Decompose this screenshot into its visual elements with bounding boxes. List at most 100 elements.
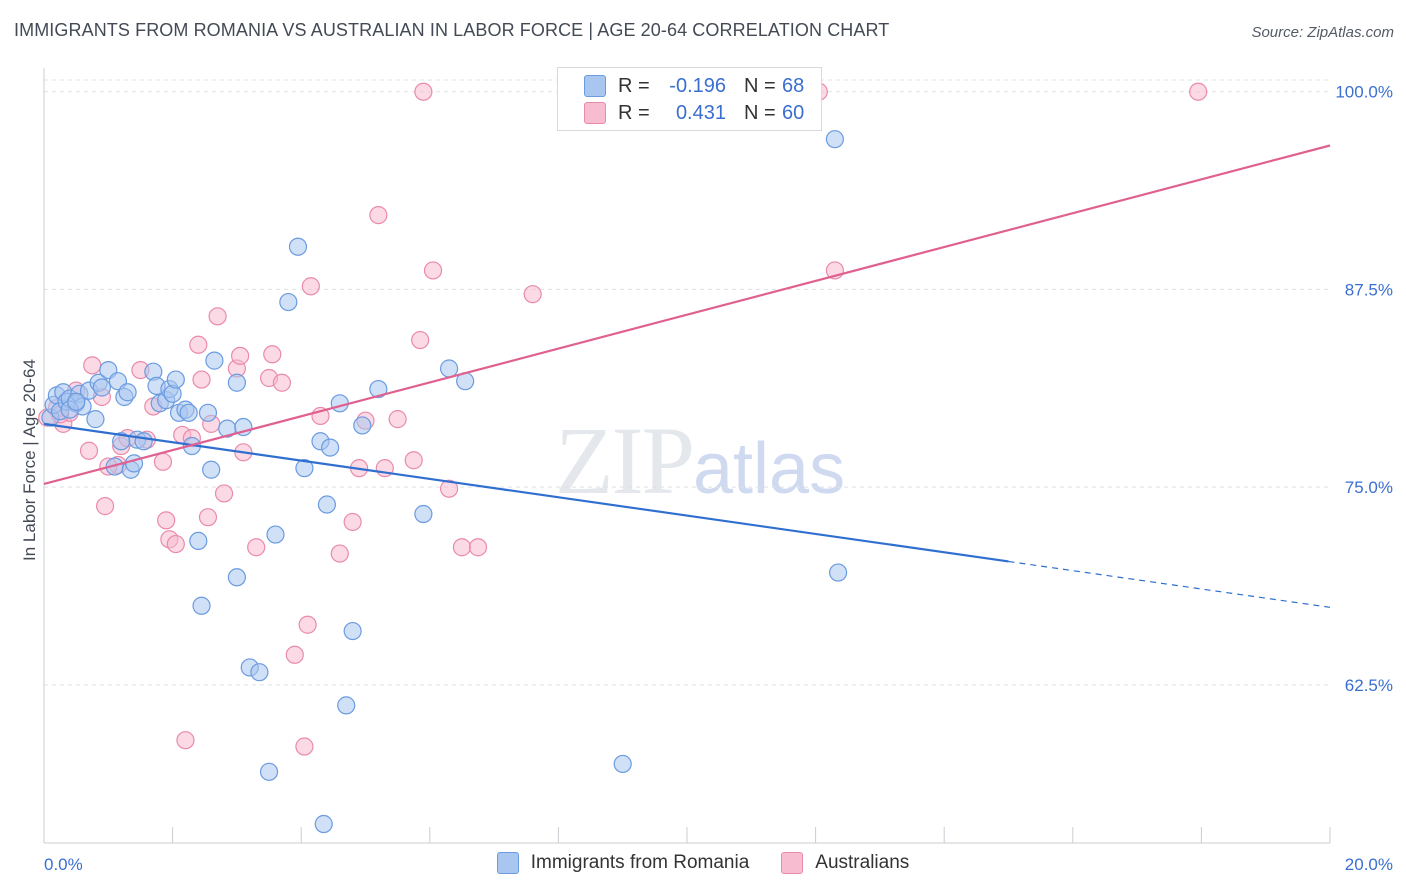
chart-title: IMMIGRANTS FROM ROMANIA VS AUSTRALIAN IN… [14,20,890,40]
romania-point [825,130,844,149]
romania-point [314,814,333,834]
australians-point [452,538,472,557]
australians-point [166,534,185,554]
stats-legend: R = -0.196 N = 68 R = 0.431 N = 60 [557,67,822,131]
romania-point [192,596,211,615]
romania-point [317,495,337,514]
australians-point [411,330,430,350]
romania-point [414,504,433,524]
romania-point [124,454,144,473]
romania-point [295,459,314,478]
watermark-atlas: atlas [693,429,846,509]
legend-label-romania: Immigrants from Romania [530,852,750,873]
romania-point [343,621,362,641]
romania-point [321,438,340,457]
y-tick-label: 100.0% [1335,83,1393,102]
australians-point [247,538,266,557]
australians-point [231,346,250,365]
n-label: N = [744,74,776,97]
australians-point [192,370,211,389]
romania-point [198,403,218,422]
romania-point [337,696,356,715]
australians-swatch [584,102,606,124]
romania-point [266,525,285,544]
romania-point [227,568,246,587]
romania-point [189,531,208,551]
australians-point [439,479,459,498]
romania-point [179,403,198,422]
y-axis-label: In Labor Force | Age 20-64 [20,359,39,561]
r-value: 0.431 [675,101,726,124]
y-tick-label: 87.5% [1345,280,1393,299]
australians-point [189,335,208,354]
x-tick-label-max: 20.0% [1345,855,1393,874]
australians-point [295,737,314,756]
romania-trend-extension [1008,560,1331,608]
australians-point [153,452,173,471]
stats-legend-row-australians: R = 0.431 N = 60 [584,99,804,127]
australians-point [95,497,115,516]
romania-point [829,563,848,582]
australians-point [1189,82,1208,101]
australians-point [330,544,349,563]
australians-point [208,307,227,326]
australians-point [198,508,218,527]
r-value: -0.196 [669,74,726,97]
y-tick-label: 62.5% [1345,676,1393,695]
romania-point [369,379,388,399]
australians-point [157,511,176,530]
australians-point [83,356,102,375]
legend-item-australians[interactable]: Australians [781,852,909,874]
australians-point [301,277,320,296]
romania-point [227,373,246,392]
x-tick-label-min: 0.0% [44,855,83,874]
n-value: 60 [782,101,805,124]
romania-swatch [584,75,606,97]
australians-point [298,615,317,634]
australians-point [79,441,99,460]
romania-point [353,416,372,435]
romania-trend-line [43,422,1009,563]
romania-point [92,378,111,397]
n-value: 68 [782,74,805,97]
australians-point [176,731,195,750]
australians-point [468,538,488,557]
legend-item-romania[interactable]: Immigrants from Romania [496,852,750,874]
romania-point [279,292,298,312]
australians-point [285,645,304,664]
romania-point [166,370,185,389]
watermark-zip: ZIP [555,407,695,514]
australians-point [263,345,282,364]
romania-point [86,410,105,429]
australians-point [423,261,443,280]
r-label: R = [618,101,650,124]
romania-point [112,432,131,451]
stats-legend-row-romania: R = -0.196 N = 68 [584,72,804,100]
romania-point [118,383,137,402]
romania-point [330,394,349,413]
australians-point [388,410,407,429]
australians-point [404,451,423,470]
australians-legend-swatch [781,852,804,874]
romania-legend-swatch [496,852,519,874]
legend-label-australians: Australians [815,852,910,873]
romania-point [250,663,269,682]
australians-point [414,82,433,101]
australians-trend-line [43,144,1331,486]
y-tick-label: 75.0% [1345,478,1393,497]
romania-point [67,392,86,411]
romania-point [259,762,279,781]
australians-point [369,205,388,225]
series-legend: Immigrants from Romania Australians [0,852,1406,874]
australians-point [343,512,362,532]
romania-point [613,754,632,774]
romania-point [205,351,224,370]
r-label: R = [618,74,650,97]
watermark: ZIPatlas [555,405,845,516]
australians-point [214,484,234,503]
romania-point [202,460,221,479]
source-label: Source: ZipAtlas.com [1251,24,1394,41]
romania-point [134,432,153,451]
romania-point [439,359,459,378]
